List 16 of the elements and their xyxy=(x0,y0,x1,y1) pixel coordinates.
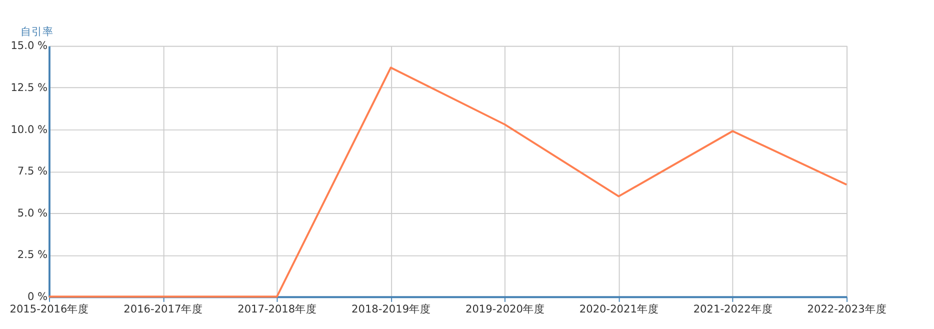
y-tick-label: 0 % xyxy=(27,291,48,304)
y-tick-label: 5.0 % xyxy=(17,207,48,220)
x-tick-label: 2018-2019年度 xyxy=(352,302,432,316)
x-tick-label: 2022-2023年度 xyxy=(807,302,887,316)
y-tick-label: 12.5 % xyxy=(10,82,48,94)
x-tick-label: 2021-2022年度 xyxy=(693,302,773,316)
x-tick-label: 2019-2020年度 xyxy=(465,302,545,316)
x-tick-label: 2020-2021年度 xyxy=(579,302,659,316)
y-tick-label: 10.0 % xyxy=(10,124,48,136)
x-tick-label: 2016-2017年度 xyxy=(124,302,204,316)
y-tick-label: 2.5 % xyxy=(17,249,48,262)
x-tick-label: 2017-2018年度 xyxy=(238,302,318,316)
y-tick-label: 7.5 % xyxy=(17,166,48,178)
y-tick-label: 15.0 % xyxy=(10,40,48,52)
x-tick-label: 2015-2016年度 xyxy=(10,302,90,316)
y-axis-title: 自引率 xyxy=(20,24,54,38)
